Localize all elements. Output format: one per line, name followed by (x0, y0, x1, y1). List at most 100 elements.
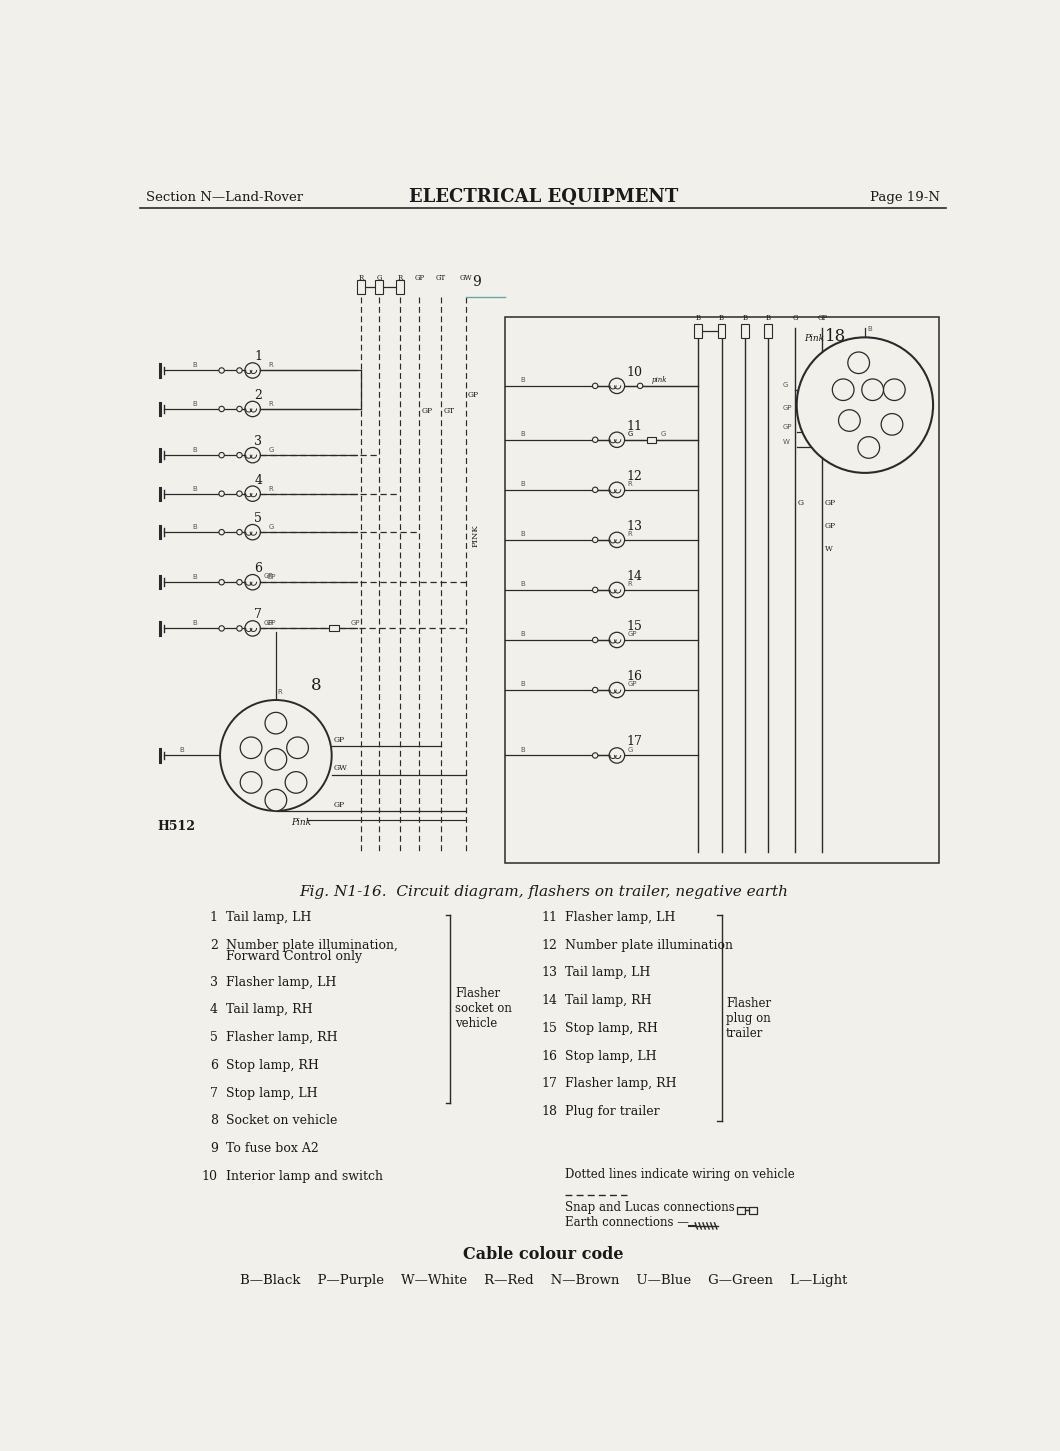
Text: B—Black    P—Purple    W—White    R—Red    N—Brown    U—Blue    G—Green    L—Lig: B—Black P—Purple W—White R—Red N—Brown U… (240, 1274, 847, 1287)
Text: 10: 10 (626, 366, 642, 379)
Text: GW: GW (334, 765, 348, 772)
Text: 15: 15 (542, 1022, 558, 1035)
Text: GP: GP (422, 406, 432, 415)
Circle shape (637, 383, 642, 389)
Text: Flasher
socket on
vehicle: Flasher socket on vehicle (455, 987, 512, 1030)
Text: Pink: Pink (292, 818, 312, 827)
Text: G: G (628, 431, 633, 437)
Text: GP: GP (469, 392, 479, 399)
Text: 58s: 58s (843, 416, 855, 425)
Text: GP: GP (782, 405, 792, 411)
Circle shape (236, 625, 242, 631)
Text: 18: 18 (542, 1106, 558, 1119)
Text: Dotted lines indicate wiring on vehicle: Dotted lines indicate wiring on vehicle (565, 1168, 795, 1181)
Circle shape (236, 579, 242, 585)
Text: Stop lamp, LH: Stop lamp, LH (565, 1049, 656, 1062)
Text: B: B (520, 377, 525, 383)
Text: 16: 16 (626, 670, 642, 683)
Text: 12: 12 (542, 939, 558, 952)
Circle shape (241, 772, 262, 794)
Text: B: B (192, 524, 197, 530)
Circle shape (848, 353, 869, 373)
Bar (764, 324, 772, 338)
Text: G: G (268, 447, 273, 453)
Text: Cable colour code: Cable colour code (463, 1246, 623, 1262)
Text: Tail lamp, RH: Tail lamp, RH (226, 1004, 312, 1016)
Bar (749, 1207, 757, 1213)
Text: R: R (269, 400, 273, 406)
Text: Stop lamp, RH: Stop lamp, RH (565, 1022, 658, 1035)
Text: GP: GP (817, 315, 827, 322)
Circle shape (236, 406, 242, 412)
Text: 17: 17 (542, 1077, 558, 1090)
Bar (375, 280, 383, 295)
Text: GP: GP (414, 274, 424, 283)
Text: B: B (192, 575, 197, 580)
Text: Page 19-N: Page 19-N (870, 190, 940, 203)
Text: 58c: 58c (269, 756, 282, 763)
Text: 16: 16 (542, 1049, 558, 1062)
Text: 2: 2 (210, 939, 217, 952)
Text: Flasher
plug on
trailer: Flasher plug on trailer (726, 997, 772, 1039)
Text: R: R (269, 363, 273, 369)
Text: Flasher lamp, LH: Flasher lamp, LH (565, 911, 675, 924)
Text: 8: 8 (210, 1114, 217, 1127)
Text: Number plate illumination: Number plate illumination (565, 939, 732, 952)
Text: Number plate illumination,: Number plate illumination, (226, 939, 398, 952)
Circle shape (265, 749, 286, 770)
Text: 9: 9 (472, 274, 480, 289)
Circle shape (236, 453, 242, 459)
Text: B: B (695, 315, 701, 322)
Text: G: G (628, 431, 633, 437)
Circle shape (219, 406, 225, 412)
Text: Snap and Lucas connections —: Snap and Lucas connections — (565, 1200, 750, 1213)
Text: R: R (398, 274, 403, 283)
Text: 54: 54 (838, 386, 848, 393)
Circle shape (219, 367, 225, 373)
Text: G: G (793, 315, 798, 322)
Circle shape (265, 789, 286, 811)
Text: R: R (628, 480, 633, 488)
Text: Flasher lamp, LH: Flasher lamp, LH (226, 975, 336, 988)
Circle shape (236, 367, 242, 373)
Text: GT: GT (436, 274, 446, 283)
Circle shape (593, 537, 598, 543)
Circle shape (883, 379, 905, 400)
Text: Tail lamp, LH: Tail lamp, LH (565, 966, 651, 979)
Text: GP: GP (264, 573, 273, 579)
Text: B: B (719, 315, 724, 322)
Text: R54: R54 (289, 778, 303, 786)
Text: 11: 11 (626, 419, 642, 432)
Text: 5: 5 (210, 1032, 217, 1045)
Text: 54: 54 (864, 444, 873, 451)
Circle shape (219, 625, 225, 631)
Text: Plug for trailer: Plug for trailer (565, 1106, 659, 1119)
Text: B: B (520, 747, 525, 753)
Text: R: R (358, 274, 364, 283)
Circle shape (593, 383, 598, 389)
Text: L54: L54 (269, 797, 283, 804)
Circle shape (286, 737, 308, 759)
Text: GP: GP (334, 801, 346, 810)
Text: 1: 1 (210, 911, 217, 924)
Circle shape (593, 637, 598, 643)
Circle shape (241, 737, 262, 759)
Text: 4: 4 (210, 1004, 217, 1016)
Bar (737, 1207, 745, 1213)
Circle shape (219, 579, 225, 585)
Text: Socket on vehicle: Socket on vehicle (226, 1114, 337, 1127)
Text: Flasher lamp, RH: Flasher lamp, RH (226, 1032, 337, 1045)
Text: W: W (782, 440, 790, 445)
Text: GP: GP (628, 681, 637, 688)
Text: G: G (782, 382, 788, 387)
Circle shape (832, 379, 854, 400)
Circle shape (593, 588, 598, 592)
Text: G: G (628, 747, 633, 753)
Text: PINK: PINK (472, 525, 480, 547)
Text: Stop lamp, RH: Stop lamp, RH (226, 1059, 318, 1072)
Text: H512: H512 (157, 820, 195, 833)
Text: R: R (278, 689, 282, 695)
Text: G: G (376, 274, 382, 283)
Text: B: B (520, 431, 525, 437)
Text: GP: GP (266, 621, 276, 627)
